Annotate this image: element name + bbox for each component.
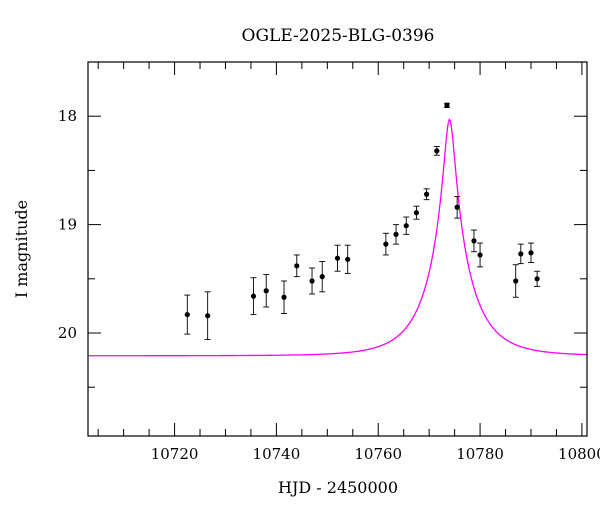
data-point (477, 252, 483, 258)
data-point (513, 278, 519, 284)
x-tick-label: 10720 (151, 445, 199, 463)
model-curve (88, 118, 588, 357)
data-point (334, 255, 341, 261)
data-point (205, 313, 211, 319)
data-point (309, 278, 315, 284)
x-axis-label: HJD - 2450000 (278, 478, 398, 497)
data-point (434, 148, 440, 154)
axis-ticks (88, 61, 587, 436)
data-point (345, 256, 351, 262)
data-point (413, 210, 420, 216)
x-tick-label: 10780 (456, 445, 504, 463)
data-point (250, 293, 257, 299)
model-layer (88, 118, 588, 357)
data-point (471, 238, 477, 244)
data-point (424, 191, 430, 197)
data-point (403, 223, 409, 229)
x-tick-label: 10760 (354, 445, 402, 463)
data-point (184, 311, 190, 318)
y-axis-label: I magnitude (12, 200, 31, 298)
data-point (444, 102, 450, 108)
data-point (319, 274, 325, 280)
x-tick-label: 10740 (253, 445, 301, 463)
data-point (518, 251, 524, 257)
data-point (534, 276, 540, 282)
data-point (263, 288, 269, 294)
data-point (528, 250, 534, 256)
y-tick-label: 20 (58, 324, 77, 342)
y-tick-label: 18 (58, 107, 77, 125)
x-tick-labels: 10720 10740 10760 10780 10800 (151, 445, 600, 463)
y-tick-label: 19 (58, 216, 77, 234)
y-tick-labels: 18 19 20 (58, 107, 77, 342)
data-point (281, 294, 287, 300)
data-point (294, 263, 300, 269)
data-points-layer (184, 102, 541, 340)
chart-title: OGLE-2025-BLG-0396 (242, 26, 435, 46)
data-point (454, 204, 460, 210)
data-point (393, 231, 399, 237)
x-tick-label: 10800 (558, 445, 600, 463)
plot-frame (87, 61, 588, 437)
data-point (383, 241, 389, 247)
